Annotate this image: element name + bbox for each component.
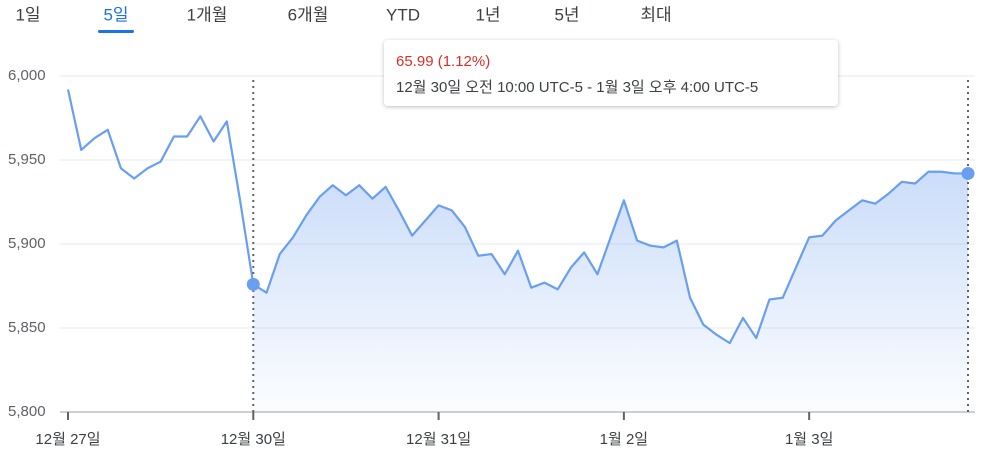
x-tick-label: 12월 27일 xyxy=(35,431,100,448)
tooltip-box xyxy=(384,40,838,106)
range-tab[interactable]: 1개월 xyxy=(187,5,228,24)
range-tab[interactable]: YTD xyxy=(386,5,420,24)
selection-point xyxy=(961,166,975,180)
x-tick-label: 12월 30일 xyxy=(221,431,286,448)
range-tabs: 1일 5일 1개월 6개월 YTD 1년 5년 최대 xyxy=(15,5,672,33)
range-tab[interactable]: 1일 xyxy=(15,5,40,24)
y-tick-label: 5,800 xyxy=(8,403,46,420)
selection-point xyxy=(246,277,260,291)
y-tick-label: 6,000 xyxy=(8,67,46,84)
price-line xyxy=(66,89,968,345)
range-tab[interactable]: 5년 xyxy=(554,5,579,24)
tooltip-change: 65.99 (1.12%) xyxy=(396,53,490,70)
x-tick-label: 1월 3일 xyxy=(785,431,833,448)
y-tick-label: 5,850 xyxy=(8,319,46,336)
range-tab[interactable]: 최대 xyxy=(640,5,671,24)
range-tab[interactable]: 1년 xyxy=(475,5,500,24)
tooltip: 65.99 (1.12%) 12월 30일 오전 10:00 UTC-5 - 1… xyxy=(384,40,838,106)
selection-area xyxy=(253,171,968,412)
y-tick-label: 5,950 xyxy=(8,151,46,168)
range-tab[interactable]: 5일 xyxy=(103,5,128,24)
x-tick-label: 12월 31일 xyxy=(406,431,471,448)
range-tab[interactable]: 6개월 xyxy=(288,5,329,24)
x-tick-label: 1월 2일 xyxy=(600,431,648,448)
tooltip-range: 12월 30일 오전 10:00 UTC-5 - 1월 3일 오후 4:00 U… xyxy=(396,79,758,96)
y-tick-label: 5,900 xyxy=(8,235,46,252)
active-tab-underline xyxy=(98,30,134,33)
plot xyxy=(66,80,975,412)
